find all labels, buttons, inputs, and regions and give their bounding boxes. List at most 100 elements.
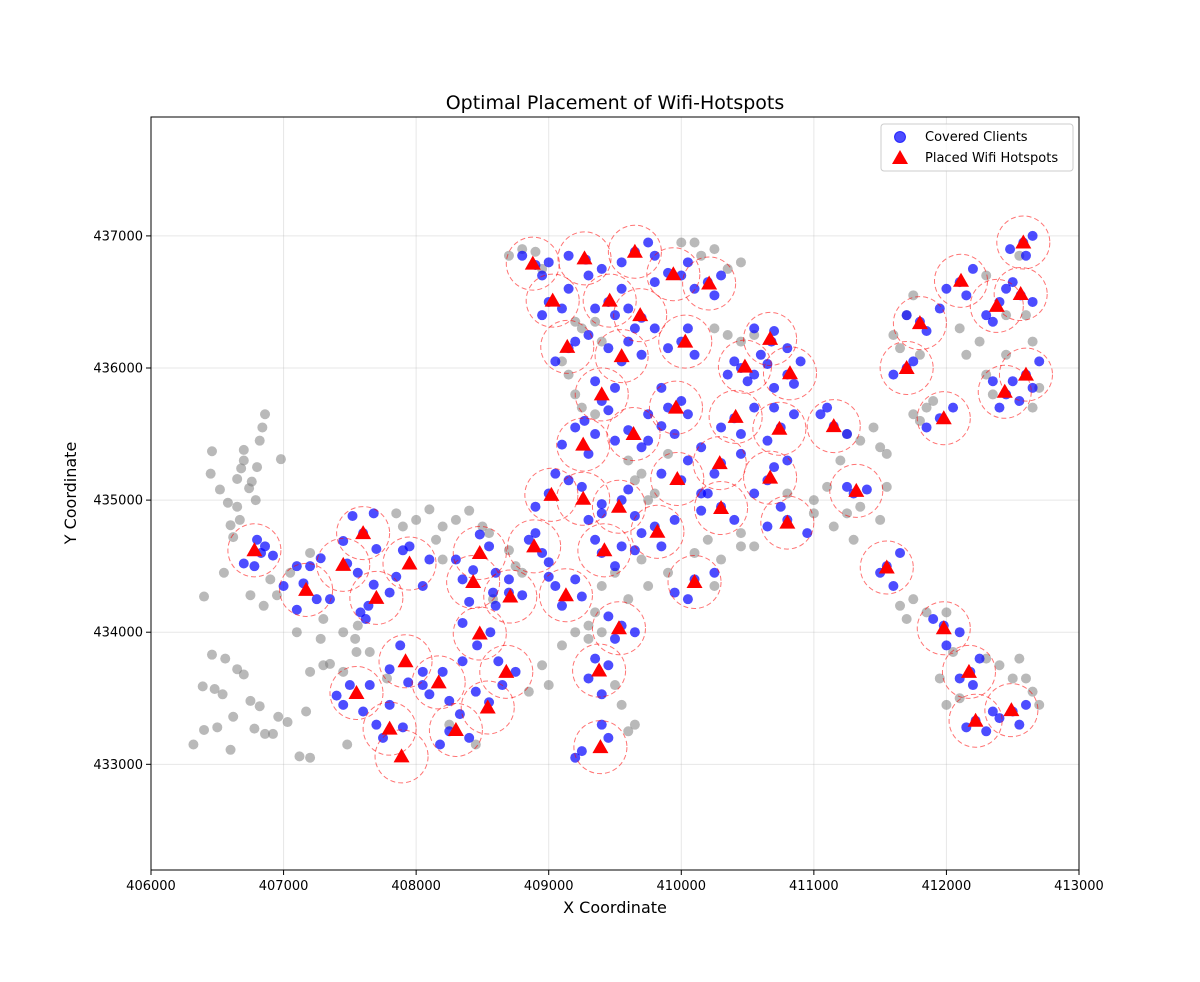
hotspot-marker [575, 490, 592, 505]
covered-client-point [643, 237, 654, 248]
covered-client-point [510, 666, 521, 677]
uncovered-client-point [209, 684, 220, 695]
uncovered-client-point [663, 567, 674, 578]
covered-client-point [537, 310, 548, 321]
hotspot-marker [762, 330, 779, 345]
hotspot-marker [471, 544, 488, 559]
covered-client-point [444, 695, 455, 706]
hotspot-marker [713, 500, 730, 515]
y-tick-label: 437000 [93, 229, 143, 244]
covered-client-point [722, 369, 733, 380]
uncovered-client-point [868, 422, 879, 433]
y-tick-label: 435000 [93, 494, 143, 509]
covered-client-point [1034, 356, 1045, 367]
coverage-circle [916, 601, 971, 656]
covered-client-point [729, 514, 740, 525]
uncovered-client-point [391, 508, 402, 519]
hotspot-marker [878, 559, 895, 574]
covered-client-point [457, 617, 468, 628]
uncovered-client-point [236, 463, 247, 474]
legend-covered-label: Covered Clients [925, 130, 1028, 145]
covered-client-point [590, 376, 601, 387]
covered-client-point [709, 468, 720, 479]
covered-client-point [941, 640, 952, 651]
uncovered-client-point [735, 257, 746, 268]
covered-client-point [583, 270, 594, 281]
covered-client-point [260, 541, 271, 552]
covered-client-point [470, 686, 481, 697]
uncovered-client-point [901, 614, 912, 624]
hotspot-marker [498, 663, 515, 678]
coverage-circle [452, 606, 507, 661]
uncovered-client-point [570, 627, 581, 638]
uncovered-client-point [735, 541, 746, 552]
uncovered-client-point [294, 751, 305, 762]
uncovered-client-point [206, 649, 217, 660]
covered-client-point [338, 699, 349, 710]
legend-box [880, 123, 1074, 172]
coverage-circle [452, 525, 507, 580]
plot-area-frame [150, 116, 1080, 871]
hotspot-marker [825, 418, 842, 433]
uncovered-client-point [1034, 699, 1045, 710]
uncovered-client-point [941, 607, 952, 618]
uncovered-client-point [257, 422, 268, 433]
uncovered-client-point [590, 607, 601, 618]
uncovered-client-point [709, 244, 720, 255]
covered-client-point [656, 421, 667, 432]
y-tick-label: 433000 [93, 758, 143, 773]
hotspot-marker [575, 436, 592, 451]
covered-client-point [503, 574, 514, 585]
uncovered-client-point [350, 633, 361, 644]
uncovered-client-point [848, 534, 859, 545]
covered-client-point [1027, 230, 1038, 241]
coverage-circle [572, 643, 627, 698]
covered-client-point [493, 656, 504, 667]
covered-client-point [543, 571, 554, 582]
covered-client-point [570, 422, 581, 433]
covered-client-point [590, 429, 601, 440]
coverage-circle [525, 273, 580, 328]
coverage-circle [879, 340, 934, 396]
covered-client-point [709, 567, 720, 578]
uncovered-client-point [954, 323, 965, 334]
covered-client-point [610, 382, 620, 393]
uncovered-client-point [188, 739, 199, 750]
hotspot-marker [502, 588, 519, 603]
uncovered-client-point [1027, 686, 1038, 697]
covered-client-point [716, 422, 727, 433]
covered-client-point [682, 455, 693, 466]
covered-client-point [623, 336, 634, 347]
uncovered-client-point [510, 561, 521, 572]
coverage-circle [743, 450, 798, 505]
covered-client-point [391, 571, 402, 582]
covered-client-point [682, 409, 693, 420]
uncovered-client-point [689, 237, 700, 248]
uncovered-client-point [249, 723, 260, 734]
covered-client-point [563, 250, 574, 261]
covered-client-point [596, 719, 607, 730]
uncovered-client-point [596, 336, 607, 347]
covered-client-point [709, 290, 720, 301]
x-tick-label: 406000 [126, 879, 176, 894]
covered-client-point [590, 534, 601, 545]
uncovered-client-point [397, 521, 408, 532]
hotspot-marker [711, 455, 728, 470]
hotspot-marker [1017, 366, 1034, 381]
uncovered-client-point [537, 660, 548, 671]
covered-client-point [888, 580, 899, 591]
covered-client-point [629, 323, 640, 334]
coverage-circle [630, 504, 685, 559]
uncovered-client-point [364, 647, 375, 658]
coverage-circle [762, 346, 818, 401]
coverage-circles-layer [227, 215, 1053, 784]
covered-client-point [702, 488, 713, 499]
coverage-circle [743, 311, 798, 366]
uncovered-client-point [643, 495, 654, 506]
hotspot-marker [935, 620, 952, 635]
hotspot-marker [701, 275, 718, 290]
uncovered-client-point [484, 528, 495, 539]
covered-client-point [682, 257, 693, 268]
covered-client-point [596, 499, 607, 510]
covered-client-point [782, 455, 793, 466]
